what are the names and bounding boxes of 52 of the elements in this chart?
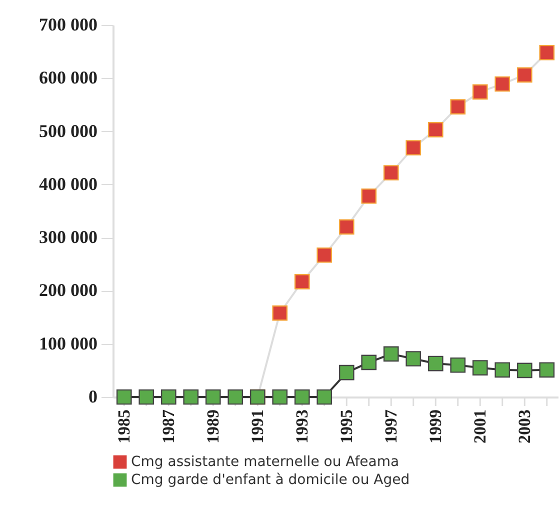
point <box>428 356 444 372</box>
point <box>361 188 377 204</box>
point <box>294 389 310 405</box>
x-tick-label: 1991 <box>248 410 268 444</box>
point <box>406 351 422 366</box>
x-tick-label: 2001 <box>470 410 490 444</box>
point <box>316 389 332 405</box>
point <box>338 364 354 380</box>
point <box>116 389 132 405</box>
point <box>428 122 444 138</box>
point <box>316 247 332 263</box>
x-tick-label: 1995 <box>337 410 356 444</box>
point <box>472 84 488 100</box>
x-tick-label: 1989 <box>204 410 223 444</box>
point <box>138 389 154 405</box>
point <box>383 165 399 180</box>
point <box>272 389 288 405</box>
point <box>494 362 510 378</box>
y-tick-label: 500 000 <box>39 120 98 141</box>
point <box>539 362 555 378</box>
point <box>228 389 244 405</box>
x-tick-label: 1987 <box>159 409 178 444</box>
y-tick-label: 200 000 <box>39 280 98 300</box>
point <box>472 360 488 376</box>
x-tick-label: 1999 <box>426 410 446 444</box>
point <box>338 219 354 235</box>
y-tick-label: 700 000 <box>39 14 98 34</box>
point <box>205 389 221 405</box>
x-tick-label: 1993 <box>292 410 312 444</box>
y-tick-label: 100 000 <box>39 333 98 354</box>
x-tick-label: 1985 <box>114 410 134 444</box>
point <box>494 76 510 92</box>
point <box>383 346 399 362</box>
point <box>539 44 555 60</box>
point <box>272 305 288 321</box>
point <box>183 389 199 405</box>
point <box>450 357 466 373</box>
point <box>160 389 176 405</box>
legend-label: Cmg assistante maternelle ou Afeama <box>131 454 400 470</box>
x-tick-label: 1997 <box>382 409 401 444</box>
y-tick-label: 400 000 <box>39 174 98 194</box>
legend-label: Cmg garde d'enfant à domicile ou Aged <box>131 472 410 488</box>
point <box>406 140 422 156</box>
point <box>450 99 466 115</box>
y-tick-label: 0 <box>88 386 98 406</box>
y-tick-label: 600 000 <box>39 68 98 88</box>
point <box>294 274 310 290</box>
y-tick-label: 300 000 <box>39 227 98 248</box>
point <box>516 67 532 83</box>
point <box>361 354 377 370</box>
point <box>516 362 532 378</box>
x-tick-label: 2003 <box>515 410 534 444</box>
